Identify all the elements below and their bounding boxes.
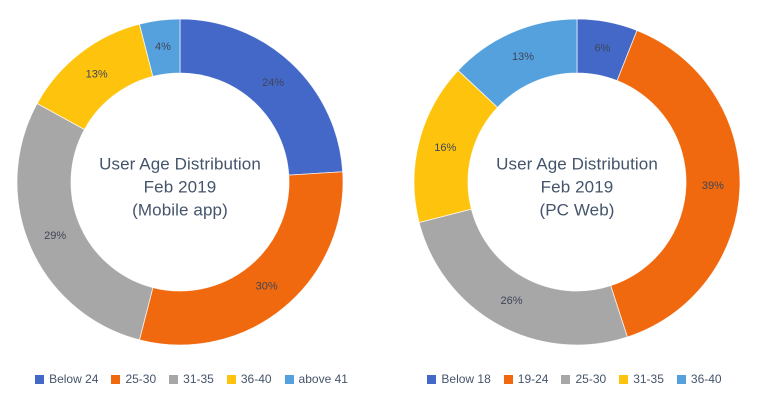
legend-label: 31-35 xyxy=(633,372,664,386)
chart-legend-pc-web: Below 18 19-24 25-30 31-35 36-40 xyxy=(383,372,766,386)
legend-swatch-below-24 xyxy=(35,374,45,384)
legend-swatch-36-40 xyxy=(676,374,686,384)
legend-swatch-31-35 xyxy=(169,374,179,384)
slice-label-above-41: 4% xyxy=(155,41,171,53)
legend-label: Below 24 xyxy=(49,372,99,386)
chart-legend-mobile-app: Below 24 25-30 31-35 36-40 above 41 xyxy=(0,372,383,386)
legend-label: 36-40 xyxy=(240,372,272,386)
legend-item-31-35[interactable]: 31-35 xyxy=(169,372,214,386)
legend-item-above-41[interactable]: above 41 xyxy=(284,372,348,386)
legend-item-31-35[interactable]: 31-35 xyxy=(619,372,664,386)
slice-label-31-35: 29% xyxy=(44,230,66,242)
legend-item-36-40[interactable]: 36-40 xyxy=(676,372,722,386)
legend-item-below-18[interactable]: Below 18 xyxy=(427,372,491,386)
legend-label: Below 18 xyxy=(441,372,491,386)
legend-label: 19-24 xyxy=(517,372,549,386)
chart-title-line: Feb 2019 xyxy=(540,177,614,197)
legend-label: above 41 xyxy=(298,372,348,386)
chart-title-mobile-app: User Age Distribution Feb 2019 (Mobile a… xyxy=(99,153,261,222)
legend-swatch-below-18 xyxy=(427,374,437,384)
slice-label-36-40: 13% xyxy=(512,51,534,63)
legend-label: 31-35 xyxy=(183,372,214,386)
slice-label-below-18: 6% xyxy=(595,42,611,54)
slice-25-30[interactable] xyxy=(418,208,628,346)
legend-swatch-31-35 xyxy=(619,374,629,384)
legend-item-25-30[interactable]: 25-30 xyxy=(561,372,606,386)
legend-item-below-24[interactable]: Below 24 xyxy=(35,372,98,386)
donut-ring-pc-web: 6% 39% 26% 16% 13% xyxy=(413,18,741,346)
slice-36-40[interactable] xyxy=(457,18,578,108)
chart-title-line: User Age Distribution xyxy=(496,154,658,174)
donut-chart-mobile-app: 24% 30% 29% 13% 4% User Age Distribution Feb… xyxy=(0,18,383,386)
chart-title-line: User Age Distribution xyxy=(99,154,261,174)
slice-below-24[interactable] xyxy=(179,18,344,176)
slice-label-below-24: 24% xyxy=(262,77,284,89)
legend-label: 25-30 xyxy=(575,372,607,386)
slice-label-31-35: 16% xyxy=(434,142,456,154)
legend-swatch-25-30 xyxy=(561,374,571,384)
legend-swatch-above-41 xyxy=(284,374,294,384)
legend-swatch-19-24 xyxy=(503,374,513,384)
slice-above-41[interactable] xyxy=(138,18,181,77)
legend-swatch-36-40 xyxy=(226,374,236,384)
slice-label-25-30: 26% xyxy=(500,295,522,307)
slice-label-25-30: 30% xyxy=(256,281,278,293)
slice-31-35[interactable] xyxy=(16,102,154,341)
legend-item-25-30[interactable]: 25-30 xyxy=(111,372,156,386)
legend-swatch-25-30 xyxy=(111,374,121,384)
chart-title-line: Feb 2019 xyxy=(143,177,217,197)
chart-title-line: (Mobile app) xyxy=(132,200,228,220)
legend-label: 36-40 xyxy=(690,372,722,386)
slice-25-30[interactable] xyxy=(138,171,344,346)
donut-chart-pc-web: 6% 39% 26% 16% 13% User Age Distribution Feb… xyxy=(383,0,766,400)
legend-item-36-40[interactable]: 36-40 xyxy=(226,372,272,386)
chart-title-pc-web: User Age Distribution Feb 2019 (PC Web) xyxy=(496,153,658,222)
slice-label-36-40: 13% xyxy=(86,68,108,80)
legend-item-19-24[interactable]: 19-24 xyxy=(503,372,549,386)
slice-label-19-24: 39% xyxy=(702,180,724,192)
donut-ring-mobile-app: 24% 30% 29% 13% 4% xyxy=(16,18,344,346)
legend-label: 25-30 xyxy=(125,372,157,386)
slice-19-24[interactable] xyxy=(610,29,741,338)
chart-title-line: (PC Web) xyxy=(539,200,615,220)
